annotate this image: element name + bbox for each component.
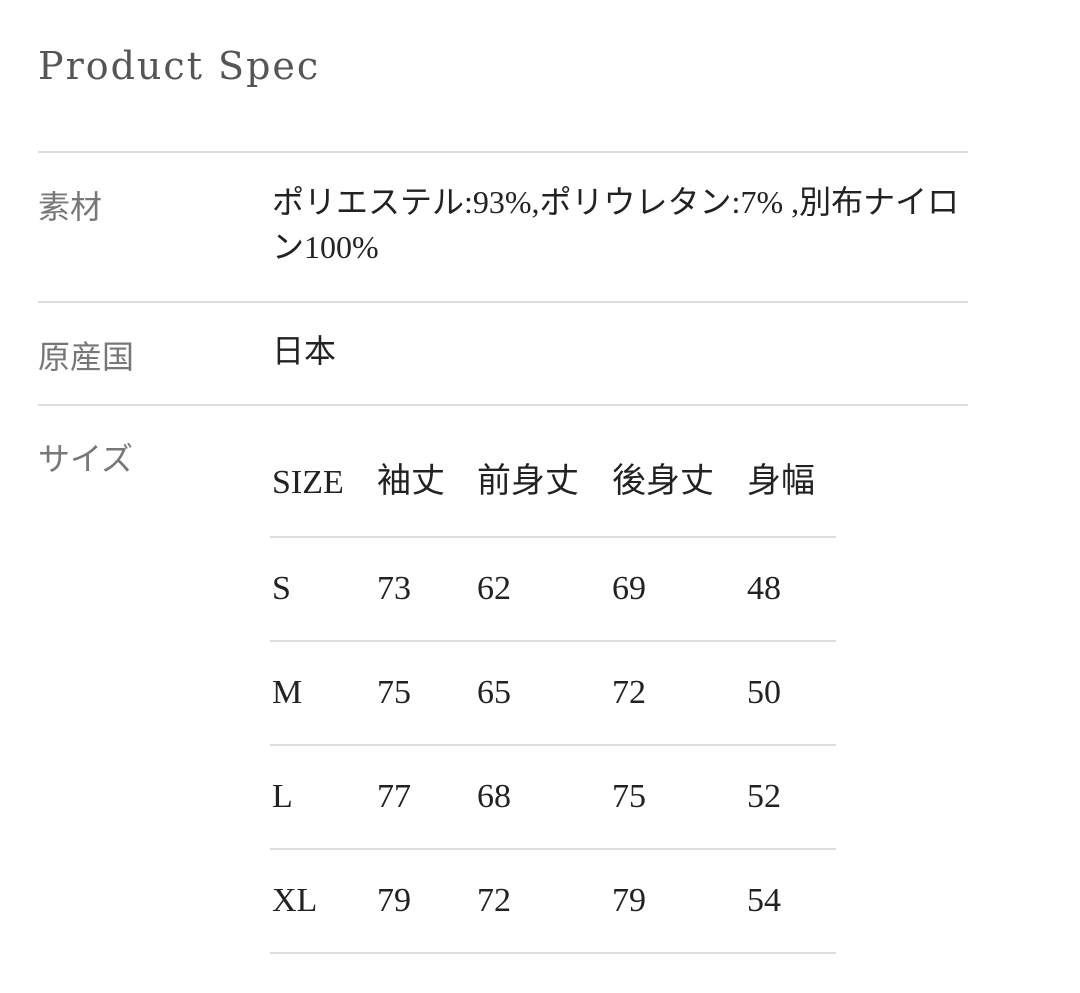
header-cell: 後身丈 — [612, 463, 714, 500]
table-cell: 72 — [612, 674, 646, 711]
table-cell: 69 — [612, 570, 646, 607]
table-cell: 65 — [477, 674, 511, 711]
table-cell: M — [272, 674, 303, 711]
table-cell: 77 — [377, 778, 411, 815]
table-cell: 79 — [612, 882, 646, 919]
table-cell: 62 — [477, 570, 511, 607]
table-cell: 75 — [377, 674, 411, 711]
table-row: XL 79 72 79 54 — [270, 850, 836, 954]
divider — [38, 301, 968, 303]
table-cell: 50 — [747, 674, 781, 711]
table-cell: L — [272, 778, 293, 815]
size-table-header: SIZE 袖丈 前身丈 後身丈 身幅 — [270, 455, 836, 538]
table-cell: 72 — [477, 882, 511, 919]
divider — [38, 404, 968, 406]
size-table: SIZE 袖丈 前身丈 後身丈 身幅 S 73 62 69 48 M 75 65 72 50 L 77… — [270, 455, 836, 954]
page-title: Product Spec — [38, 44, 321, 88]
table-cell: 48 — [747, 570, 781, 607]
table-cell: 68 — [477, 778, 511, 815]
table-cell: 73 — [377, 570, 411, 607]
table-cell: 52 — [747, 778, 781, 815]
table-cell: 79 — [377, 882, 411, 919]
table-cell: 75 — [612, 778, 646, 815]
spec-label-material: 素材 — [38, 189, 103, 225]
table-row: S 73 62 69 48 — [270, 538, 836, 642]
table-row: M 75 65 72 50 — [270, 642, 836, 746]
table-cell: S — [272, 570, 291, 607]
divider — [38, 151, 968, 153]
table-cell: 54 — [747, 882, 781, 919]
header-cell: 身幅 — [747, 463, 815, 500]
table-row: L 77 68 75 52 — [270, 746, 836, 850]
spec-value-material: ポリエステル:93%,ポリウレタン:7% ,別布ナイロン100% — [272, 184, 960, 265]
spec-label-size: サイズ — [38, 441, 134, 477]
header-cell: SIZE — [272, 464, 344, 501]
header-cell: 袖丈 — [377, 463, 445, 500]
table-cell: XL — [272, 882, 318, 919]
spec-value-origin: 日本 — [272, 333, 337, 369]
header-cell: 前身丈 — [477, 463, 579, 500]
spec-label-origin: 原産国 — [38, 339, 135, 375]
